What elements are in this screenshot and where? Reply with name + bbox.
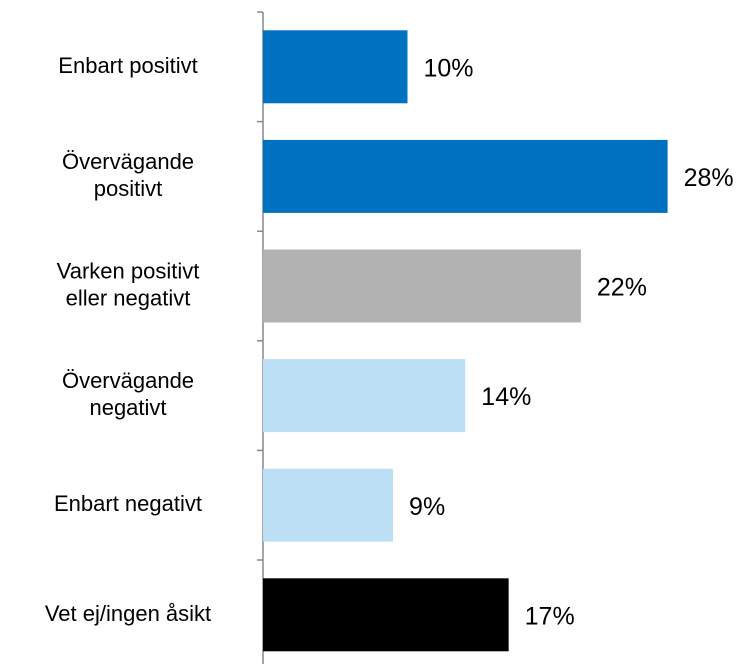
value-label: 10% — [424, 54, 474, 82]
value-label: 17% — [525, 602, 575, 630]
category-label: Övervägande negativt — [62, 368, 194, 420]
bar — [263, 468, 394, 542]
category-label: Varken positivt eller negativt — [57, 258, 200, 310]
category-label: Enbart negativt — [54, 491, 202, 516]
bar — [263, 139, 668, 213]
bar — [263, 30, 408, 104]
bar — [263, 249, 581, 323]
category-label: Enbart positivt — [58, 53, 197, 78]
bar — [263, 578, 509, 652]
category-label: Övervägande positivt — [62, 149, 194, 201]
value-label: 28% — [684, 164, 734, 192]
value-label: 22% — [597, 274, 647, 302]
bar — [263, 359, 466, 433]
value-label: 9% — [409, 493, 445, 521]
value-label: 14% — [481, 383, 531, 411]
category-label: Vet ej/ingen åsikt — [45, 601, 211, 626]
